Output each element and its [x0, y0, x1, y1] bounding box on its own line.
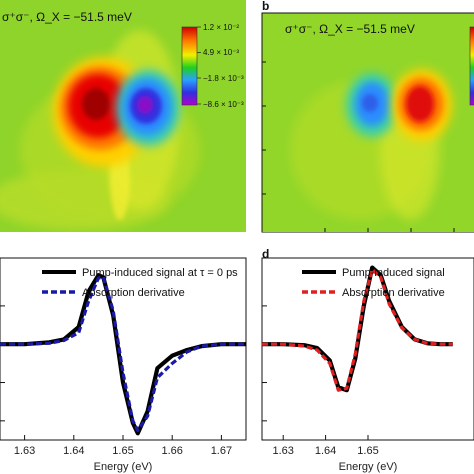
panel-letter-d: d	[262, 247, 269, 261]
x-tick-label: 1.65	[112, 445, 133, 457]
panel-letter-b: b	[262, 0, 269, 13]
legend-label-derivative: Absorption derivative	[82, 287, 185, 299]
panel-c-frame	[0, 257, 247, 441]
x-tick-label: 1.64	[63, 445, 84, 457]
legend-label-signal: Pump-induced signal at τ = 0 ps	[82, 267, 238, 279]
heatmap-b	[262, 13, 474, 232]
panel-c: 1.63 1.64 1.65 1.66 1.67 Pump-induced signal…	[0, 257, 247, 473]
panel-d-legend: Pump-induced signal Absorption derivativ…	[302, 267, 445, 299]
panel-d-xlabel: Energy (eV)	[339, 461, 398, 473]
panel-a-title: σ⁺σ⁻, Ω_X = −51.5 meV	[2, 10, 132, 24]
x-tick-label: 1.63	[272, 445, 293, 457]
panel-c-ticks: 1.63 1.64 1.65 1.66 1.67	[0, 305, 232, 457]
panel-b: b σ⁺σ⁻, Ω_X = −51.5 meV	[261, 0, 474, 233]
legend-label-signal: Pump-induced signal	[342, 267, 445, 279]
series-line-signal	[262, 265, 453, 393]
panel-c-xlabel: Energy (eV)	[94, 461, 153, 473]
colorbar: 1.2 × 10⁻² 4.9 × 10⁻³ −1.8 × 10⁻³ −8.6 ×…	[181, 23, 244, 109]
panel-b-title: σ⁺σ⁻, Ω_X = −51.5 meV	[285, 22, 415, 36]
colorbar-b	[469, 26, 474, 106]
x-tick-label: 1.64	[315, 445, 336, 457]
panel-d: d 1.63 1.64 1.65 Pump-induced signal Absor…	[261, 247, 474, 473]
colorbar-gradient	[181, 26, 198, 106]
x-tick-label: 1.63	[14, 445, 35, 457]
x-tick-label: 1.66	[161, 445, 182, 457]
legend-label-derivative: Absorption derivative	[342, 287, 445, 299]
x-tick-label: 1.67	[211, 445, 232, 457]
series-line-derivative	[262, 267, 453, 392]
panel-d-ticks: 1.63 1.64 1.65	[262, 305, 379, 457]
colorbar-tick: 1.2 × 10⁻²	[203, 23, 239, 32]
series-line-derivative	[0, 275, 246, 432]
panel-a: σ⁺σ⁻, Ω_X = −51.5 meV 1.2 × 10⁻² 4.9 × 1…	[0, 0, 246, 232]
panel-d-series	[262, 265, 453, 393]
heatmap-a	[0, 0, 246, 232]
colorbar-tick: −1.8 × 10⁻³	[203, 74, 244, 83]
panel-c-legend: Pump-induced signal at τ = 0 ps Absorpti…	[42, 267, 238, 299]
colorbar-tick: 4.9 × 10⁻³	[203, 48, 239, 57]
colorbar-tick: −8.6 × 10⁻³	[203, 100, 244, 109]
x-tick-label: 1.65	[357, 445, 378, 457]
panel-c-series	[0, 273, 246, 436]
